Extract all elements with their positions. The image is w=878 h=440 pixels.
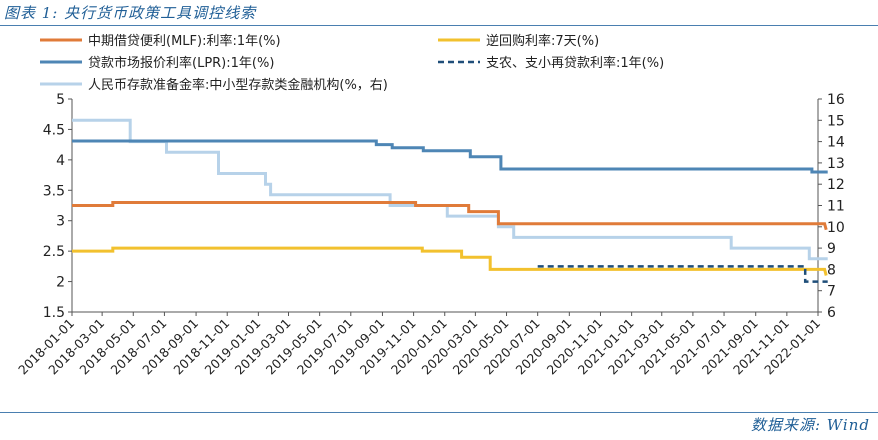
right-tick-label: 9 [827, 241, 836, 257]
right-tick-label: 14 [827, 135, 845, 151]
left-tick-label: 5 [56, 92, 65, 108]
left-tick-label: 4.5 [43, 122, 65, 138]
series-line-relend [537, 265, 828, 283]
left-tick-label: 4 [56, 153, 65, 169]
right-tick-label: 8 [827, 262, 836, 278]
left-tick-label: 2.5 [43, 244, 65, 260]
right-tick-label: 11 [827, 199, 845, 215]
legend-label-relend: 支农、支小再贷款利率:1年(%) [486, 55, 664, 71]
title-divider [0, 25, 878, 26]
right-tick-label: 15 [827, 113, 845, 129]
right-tick-label: 6 [827, 305, 836, 321]
data-source: 数据来源: Wind [750, 416, 870, 434]
right-tick-label: 10 [827, 220, 845, 236]
left-tick-label: 2 [56, 275, 65, 291]
right-tick-label: 16 [827, 92, 845, 108]
right-tick-label: 13 [827, 156, 845, 172]
right-tick-label: 7 [827, 284, 836, 300]
left-tick-label: 1.5 [43, 305, 65, 321]
series-line-mlf [72, 201, 828, 231]
legend-label-rrr: 人民币存款准备金率:中小型存款类金融机构(%，右) [88, 77, 388, 93]
legend-label-lpr: 贷款市场报价利率(LPR):1年(%) [88, 55, 274, 71]
legend-label-mlf: 中期借贷便利(MLF):利率:1年(%) [88, 33, 281, 49]
right-tick-label: 12 [827, 177, 845, 193]
series-line-rrr [72, 118, 828, 261]
left-tick-label: 3.5 [43, 183, 65, 199]
series-line-repo [72, 246, 828, 276]
chart-title: 图表 1: 央行货币政策工具调控线索 [4, 4, 257, 22]
footer-divider [0, 412, 878, 413]
left-tick-label: 3 [56, 214, 65, 230]
series-line-lpr [72, 139, 828, 174]
legend-label-repo: 逆回购利率:7天(%) [486, 33, 599, 49]
